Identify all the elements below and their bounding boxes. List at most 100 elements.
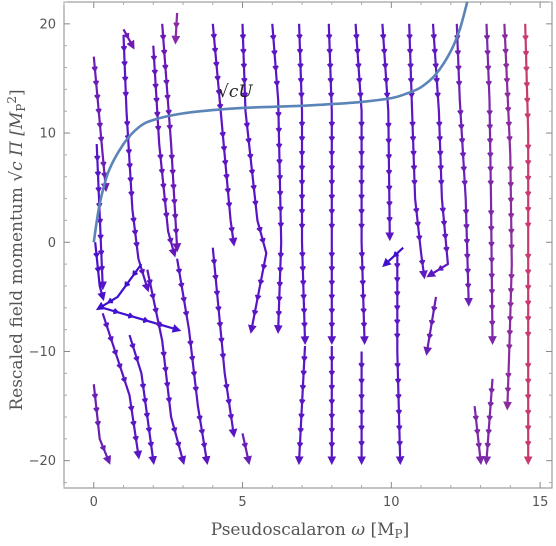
stream-arrow	[358, 440, 365, 448]
stream-arrow	[297, 63, 304, 70]
stream-arrow	[189, 355, 196, 363]
stream-arrow	[97, 250, 105, 257]
stream-arrow	[524, 300, 532, 307]
stream-arrow	[301, 322, 308, 329]
stream-arrow	[522, 50, 530, 57]
stream-arrow	[455, 80, 463, 87]
stream-arrow	[160, 183, 167, 190]
stream-arrow	[296, 48, 304, 55]
stream-arrow	[127, 177, 134, 184]
stream-arrow	[394, 276, 401, 284]
stream-arrow	[506, 135, 513, 143]
stream-arrow	[464, 283, 472, 290]
stream-arrow	[180, 296, 187, 304]
stream-arrow	[243, 122, 251, 129]
stream-arrow	[162, 366, 169, 373]
stream-arrow	[524, 222, 532, 229]
stream-arrow	[508, 273, 515, 281]
stream-arrow	[486, 137, 494, 145]
stream-arrow	[383, 92, 391, 99]
stream-arrow	[214, 75, 221, 82]
stream-arrow	[358, 135, 365, 143]
stream-arrow	[96, 218, 104, 225]
stream-arrow	[458, 137, 466, 145]
stream-arrow	[488, 273, 495, 280]
stream-arrow	[277, 267, 284, 274]
stream-arrow	[488, 225, 495, 233]
stream-arrow	[240, 63, 248, 70]
stream-arrow	[524, 284, 532, 292]
stream-arrow	[394, 319, 401, 326]
stream-arrow	[273, 80, 280, 87]
stream-arrow	[503, 63, 510, 70]
stream-arrow	[524, 144, 532, 151]
stream-arrow	[91, 393, 99, 400]
stream-arrow	[524, 191, 532, 198]
stream-arrow	[103, 322, 110, 329]
stream-arrow	[160, 49, 168, 56]
stream-arrow	[396, 440, 403, 448]
stream-arrow	[328, 150, 336, 157]
stream-arrow	[173, 22, 180, 29]
stream-line	[128, 334, 158, 466]
stream-arrow	[409, 135, 417, 143]
stream-arrow	[460, 166, 467, 173]
stream-arrow	[138, 268, 145, 276]
stream-arrow	[161, 197, 169, 205]
stream-arrow	[219, 131, 226, 139]
stream-line	[241, 23, 268, 334]
stream-arrow	[328, 441, 336, 449]
stream-arrow	[154, 125, 162, 132]
stream-arrow	[504, 92, 511, 99]
stream-arrow	[94, 155, 101, 162]
stream-arrow	[431, 306, 438, 313]
stream-arrow	[354, 48, 361, 55]
stream-arrow	[122, 91, 129, 98]
stream-arrow	[167, 237, 174, 245]
stream-arrow	[359, 279, 366, 287]
stream-arrow	[488, 288, 496, 296]
stream-arrow	[139, 383, 147, 390]
stream-arrow	[359, 294, 367, 301]
stream-line	[102, 306, 182, 333]
stream-arrow	[483, 34, 491, 41]
stream-arrow	[171, 213, 179, 221]
stream-arrow	[524, 253, 532, 260]
stream-arrow	[240, 48, 247, 55]
stream-arrow	[507, 315, 514, 323]
stream-arrow	[126, 162, 133, 170]
stream-arrow	[247, 153, 254, 160]
stream-arrow	[524, 113, 531, 120]
stream-arrow	[464, 253, 471, 260]
stream-arrow	[358, 150, 365, 157]
stream-arrow	[486, 415, 493, 422]
stream-arrow	[143, 412, 151, 419]
stream-arrow	[121, 60, 128, 68]
stream-arrow	[275, 310, 283, 318]
stream-arrow	[386, 200, 393, 208]
stream-arrow	[92, 80, 100, 87]
stream-arrow	[160, 351, 167, 358]
stream-arrow	[358, 121, 365, 128]
stream-arrow	[502, 48, 509, 55]
stream-arrow	[463, 238, 471, 245]
x-axis-title: Pseudoscalaron ω [MP]	[211, 520, 410, 541]
stream-arrow	[300, 279, 307, 287]
stream-arrow	[158, 168, 166, 176]
stream-arrow	[328, 179, 336, 186]
stream-arrow	[95, 108, 102, 115]
stream-arrow	[277, 252, 285, 259]
stream-arrow	[524, 159, 532, 167]
x-tick-label: 0	[90, 495, 98, 510]
stream-line	[211, 247, 238, 438]
stream-arrow	[298, 92, 305, 99]
stream-arrow	[464, 268, 471, 275]
stream-arrow	[192, 386, 199, 393]
stream-arrow	[358, 194, 365, 201]
stream-arrow	[228, 226, 235, 234]
stream-arrow	[381, 63, 389, 70]
stream-arrow	[394, 290, 401, 298]
stream-arrow	[457, 109, 464, 117]
stream-arrow	[524, 315, 532, 323]
stream-arrow	[97, 136, 105, 143]
